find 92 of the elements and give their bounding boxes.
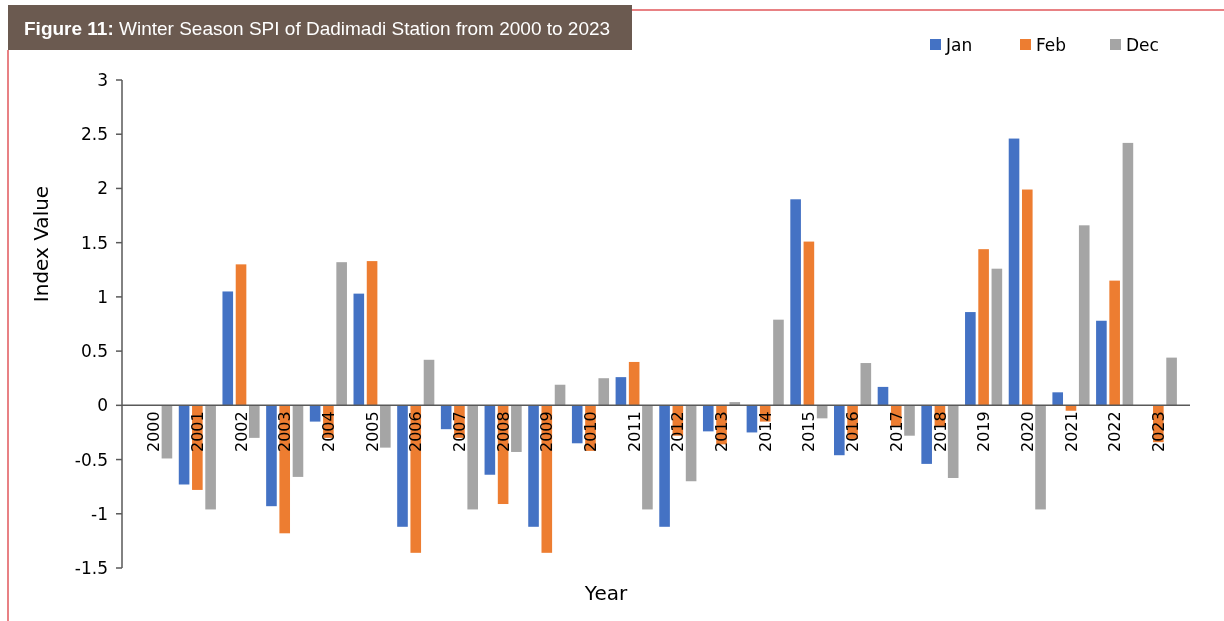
y-tick-label: 2.5 — [80, 124, 108, 145]
bar — [309, 405, 321, 422]
bar — [746, 405, 758, 433]
bar — [235, 264, 247, 406]
x-axis-title: Year — [583, 581, 628, 605]
bar — [877, 386, 889, 406]
bar — [702, 405, 714, 432]
bar — [1035, 405, 1046, 510]
x-tick-label: 2002 — [231, 411, 251, 453]
x-tick-label: 2013 — [712, 411, 732, 453]
y-tick-label: -0.5 — [74, 449, 108, 470]
bar — [205, 405, 216, 510]
bar — [397, 405, 408, 527]
x-tick-label: 2015 — [799, 411, 819, 453]
bar — [366, 261, 378, 406]
x-tick-label: 2000 — [144, 411, 164, 453]
bar — [266, 405, 277, 507]
bar — [292, 405, 304, 477]
bar — [965, 312, 976, 406]
y-tick-label: 1 — [97, 286, 108, 307]
x-tick-label: 2008 — [493, 411, 513, 453]
y-tick-label: 1.5 — [80, 232, 108, 253]
y-tick-label: 2 — [97, 178, 108, 199]
bar — [248, 405, 260, 438]
x-tick-label: 2007 — [450, 411, 470, 453]
bar — [947, 405, 959, 478]
bar — [222, 291, 234, 406]
x-tick-label: 2012 — [668, 411, 688, 453]
bar — [628, 361, 640, 406]
x-tick-label: 2021 — [1061, 411, 1081, 453]
bar — [1008, 138, 1020, 406]
bar — [790, 199, 801, 406]
bar — [598, 378, 610, 406]
chart-title: Figure 11: Winter Season SPI of Dadimadi Station from 2000 to 2023 — [24, 18, 611, 39]
y-axis-title: Index Value — [29, 185, 53, 303]
bar — [991, 268, 1003, 406]
x-tick-label: 2006 — [406, 411, 426, 453]
bar — [904, 405, 915, 436]
bar — [1109, 280, 1120, 406]
y-tick-label: -1 — [91, 503, 108, 524]
bar — [440, 405, 452, 430]
bar — [860, 363, 872, 406]
x-tick-label: 2003 — [275, 411, 295, 453]
bar — [659, 405, 670, 527]
bar — [161, 405, 173, 459]
bar — [571, 405, 583, 444]
x-tick-label: 2004 — [318, 411, 338, 453]
bar — [467, 405, 478, 510]
bar — [803, 241, 815, 406]
bar — [1052, 392, 1064, 406]
x-tick-label: 2018 — [930, 411, 950, 453]
legend-label: Dec — [1126, 34, 1159, 55]
bar — [528, 405, 539, 527]
bar — [511, 405, 522, 452]
x-tick-label: 2019 — [974, 411, 994, 453]
legend-label: Jan — [945, 34, 973, 55]
x-tick-label: 2011 — [624, 411, 644, 453]
bar — [834, 405, 845, 456]
bar — [1021, 189, 1033, 406]
bar — [336, 262, 347, 406]
bar — [921, 405, 932, 464]
bar — [1122, 142, 1134, 406]
x-tick-label: 2005 — [362, 411, 382, 453]
y-tick-label: 0 — [97, 395, 108, 416]
bar — [484, 405, 496, 475]
bar — [1166, 357, 1177, 406]
bar — [380, 405, 391, 448]
x-tick-label: 2016 — [843, 411, 863, 453]
bar — [729, 402, 741, 406]
x-tick-label: 2014 — [755, 411, 775, 453]
y-tick-label: 0.5 — [80, 341, 108, 362]
x-tick-label: 2001 — [187, 411, 207, 453]
x-tick-label: 2020 — [1017, 411, 1037, 453]
bar — [642, 405, 653, 510]
x-tick-label: 2022 — [1105, 411, 1125, 453]
bar — [1078, 225, 1090, 406]
y-tick-label: -1.5 — [74, 557, 108, 578]
x-tick-label: 2009 — [537, 411, 557, 453]
bar — [1096, 320, 1107, 406]
bar — [615, 377, 627, 406]
bar — [554, 384, 566, 406]
x-tick-label: 2010 — [581, 411, 601, 453]
bar — [773, 319, 784, 406]
bar — [178, 405, 190, 485]
bar — [353, 293, 365, 406]
x-tick-label: 2023 — [1148, 411, 1168, 453]
bar — [423, 359, 435, 406]
x-tick-label: 2017 — [886, 411, 906, 453]
legend-label: Feb — [1036, 34, 1067, 55]
bar — [685, 405, 697, 482]
y-tick-label: 3 — [97, 69, 108, 90]
bar — [978, 249, 989, 406]
